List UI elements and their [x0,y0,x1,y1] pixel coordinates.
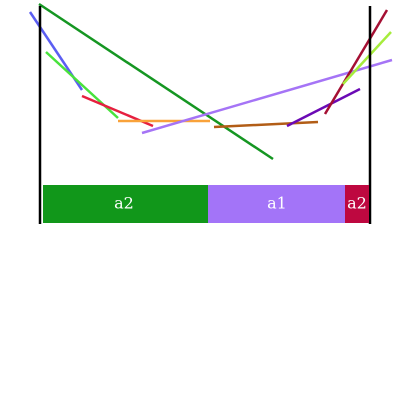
line-purple [286,87,361,128]
line-crimson [323,9,389,115]
bar-segment-2 [208,185,345,223]
line-brown [213,120,319,129]
envelope-bar: a2 a1 a2 [43,185,369,223]
cost-lines [28,2,393,161]
line-lime [342,31,392,85]
line-dark-green [38,2,274,161]
bar-segment-3 [345,185,369,223]
bar-segment-3-label: a2 [347,194,367,213]
bar-segment-1-label: a2 [114,194,134,213]
bar-segment-1 [43,185,208,223]
bar-segment-2-label: a1 [267,194,287,213]
